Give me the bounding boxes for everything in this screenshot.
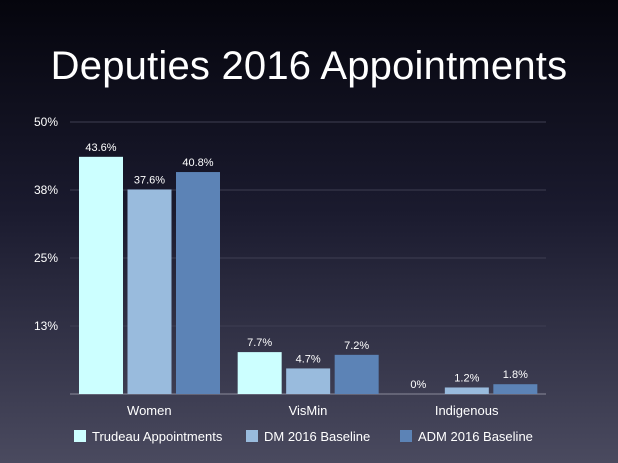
- legend-swatch: [400, 430, 412, 442]
- legend-label: ADM 2016 Baseline: [418, 429, 533, 444]
- x-category-label: Indigenous: [435, 403, 499, 418]
- y-tick-label: 25%: [34, 251, 58, 265]
- data-label: 1.2%: [454, 372, 479, 384]
- data-label: 1.8%: [503, 369, 528, 381]
- legend-label: DM 2016 Baseline: [264, 429, 370, 444]
- data-label: 4.7%: [296, 353, 321, 365]
- legend-swatch: [246, 430, 258, 442]
- y-tick-label: 50%: [34, 115, 58, 129]
- data-label: 40.8%: [182, 157, 213, 169]
- bar: [286, 368, 331, 394]
- bar: [127, 189, 172, 394]
- data-label: 0%: [410, 379, 426, 391]
- y-tick-label: 38%: [34, 183, 58, 197]
- y-tick-label: 13%: [34, 319, 58, 333]
- bar: [444, 387, 489, 394]
- data-label: 7.2%: [344, 340, 369, 352]
- x-category-label: Women: [127, 403, 172, 418]
- bar: [334, 354, 379, 394]
- chart-title: Deputies 2016 Appointments: [50, 44, 568, 88]
- data-label: 43.6%: [85, 142, 116, 154]
- bar: [79, 156, 123, 394]
- bar: [237, 352, 282, 394]
- data-label: 37.6%: [134, 174, 165, 186]
- bar: [493, 384, 538, 394]
- legend-label: Trudeau Appointments: [92, 429, 223, 444]
- legend-swatch: [74, 430, 86, 442]
- data-label: 7.7%: [247, 337, 272, 349]
- bar: [176, 172, 220, 394]
- x-category-label: VisMin: [289, 403, 328, 418]
